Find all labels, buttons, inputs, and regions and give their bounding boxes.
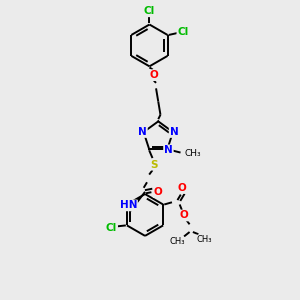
- Text: S: S: [150, 160, 158, 170]
- Text: HN: HN: [119, 200, 137, 210]
- Text: N: N: [169, 127, 178, 137]
- Text: O: O: [154, 187, 162, 197]
- Text: Cl: Cl: [177, 27, 189, 37]
- Text: N: N: [138, 127, 147, 137]
- Text: Cl: Cl: [106, 223, 117, 232]
- Text: Cl: Cl: [144, 6, 155, 16]
- Text: O: O: [149, 70, 158, 80]
- Text: O: O: [178, 183, 186, 193]
- Text: CH₃: CH₃: [170, 237, 185, 246]
- Text: N: N: [164, 146, 173, 155]
- Text: CH₃: CH₃: [185, 149, 202, 158]
- Text: O: O: [180, 211, 188, 220]
- Text: CH₃: CH₃: [196, 235, 212, 244]
